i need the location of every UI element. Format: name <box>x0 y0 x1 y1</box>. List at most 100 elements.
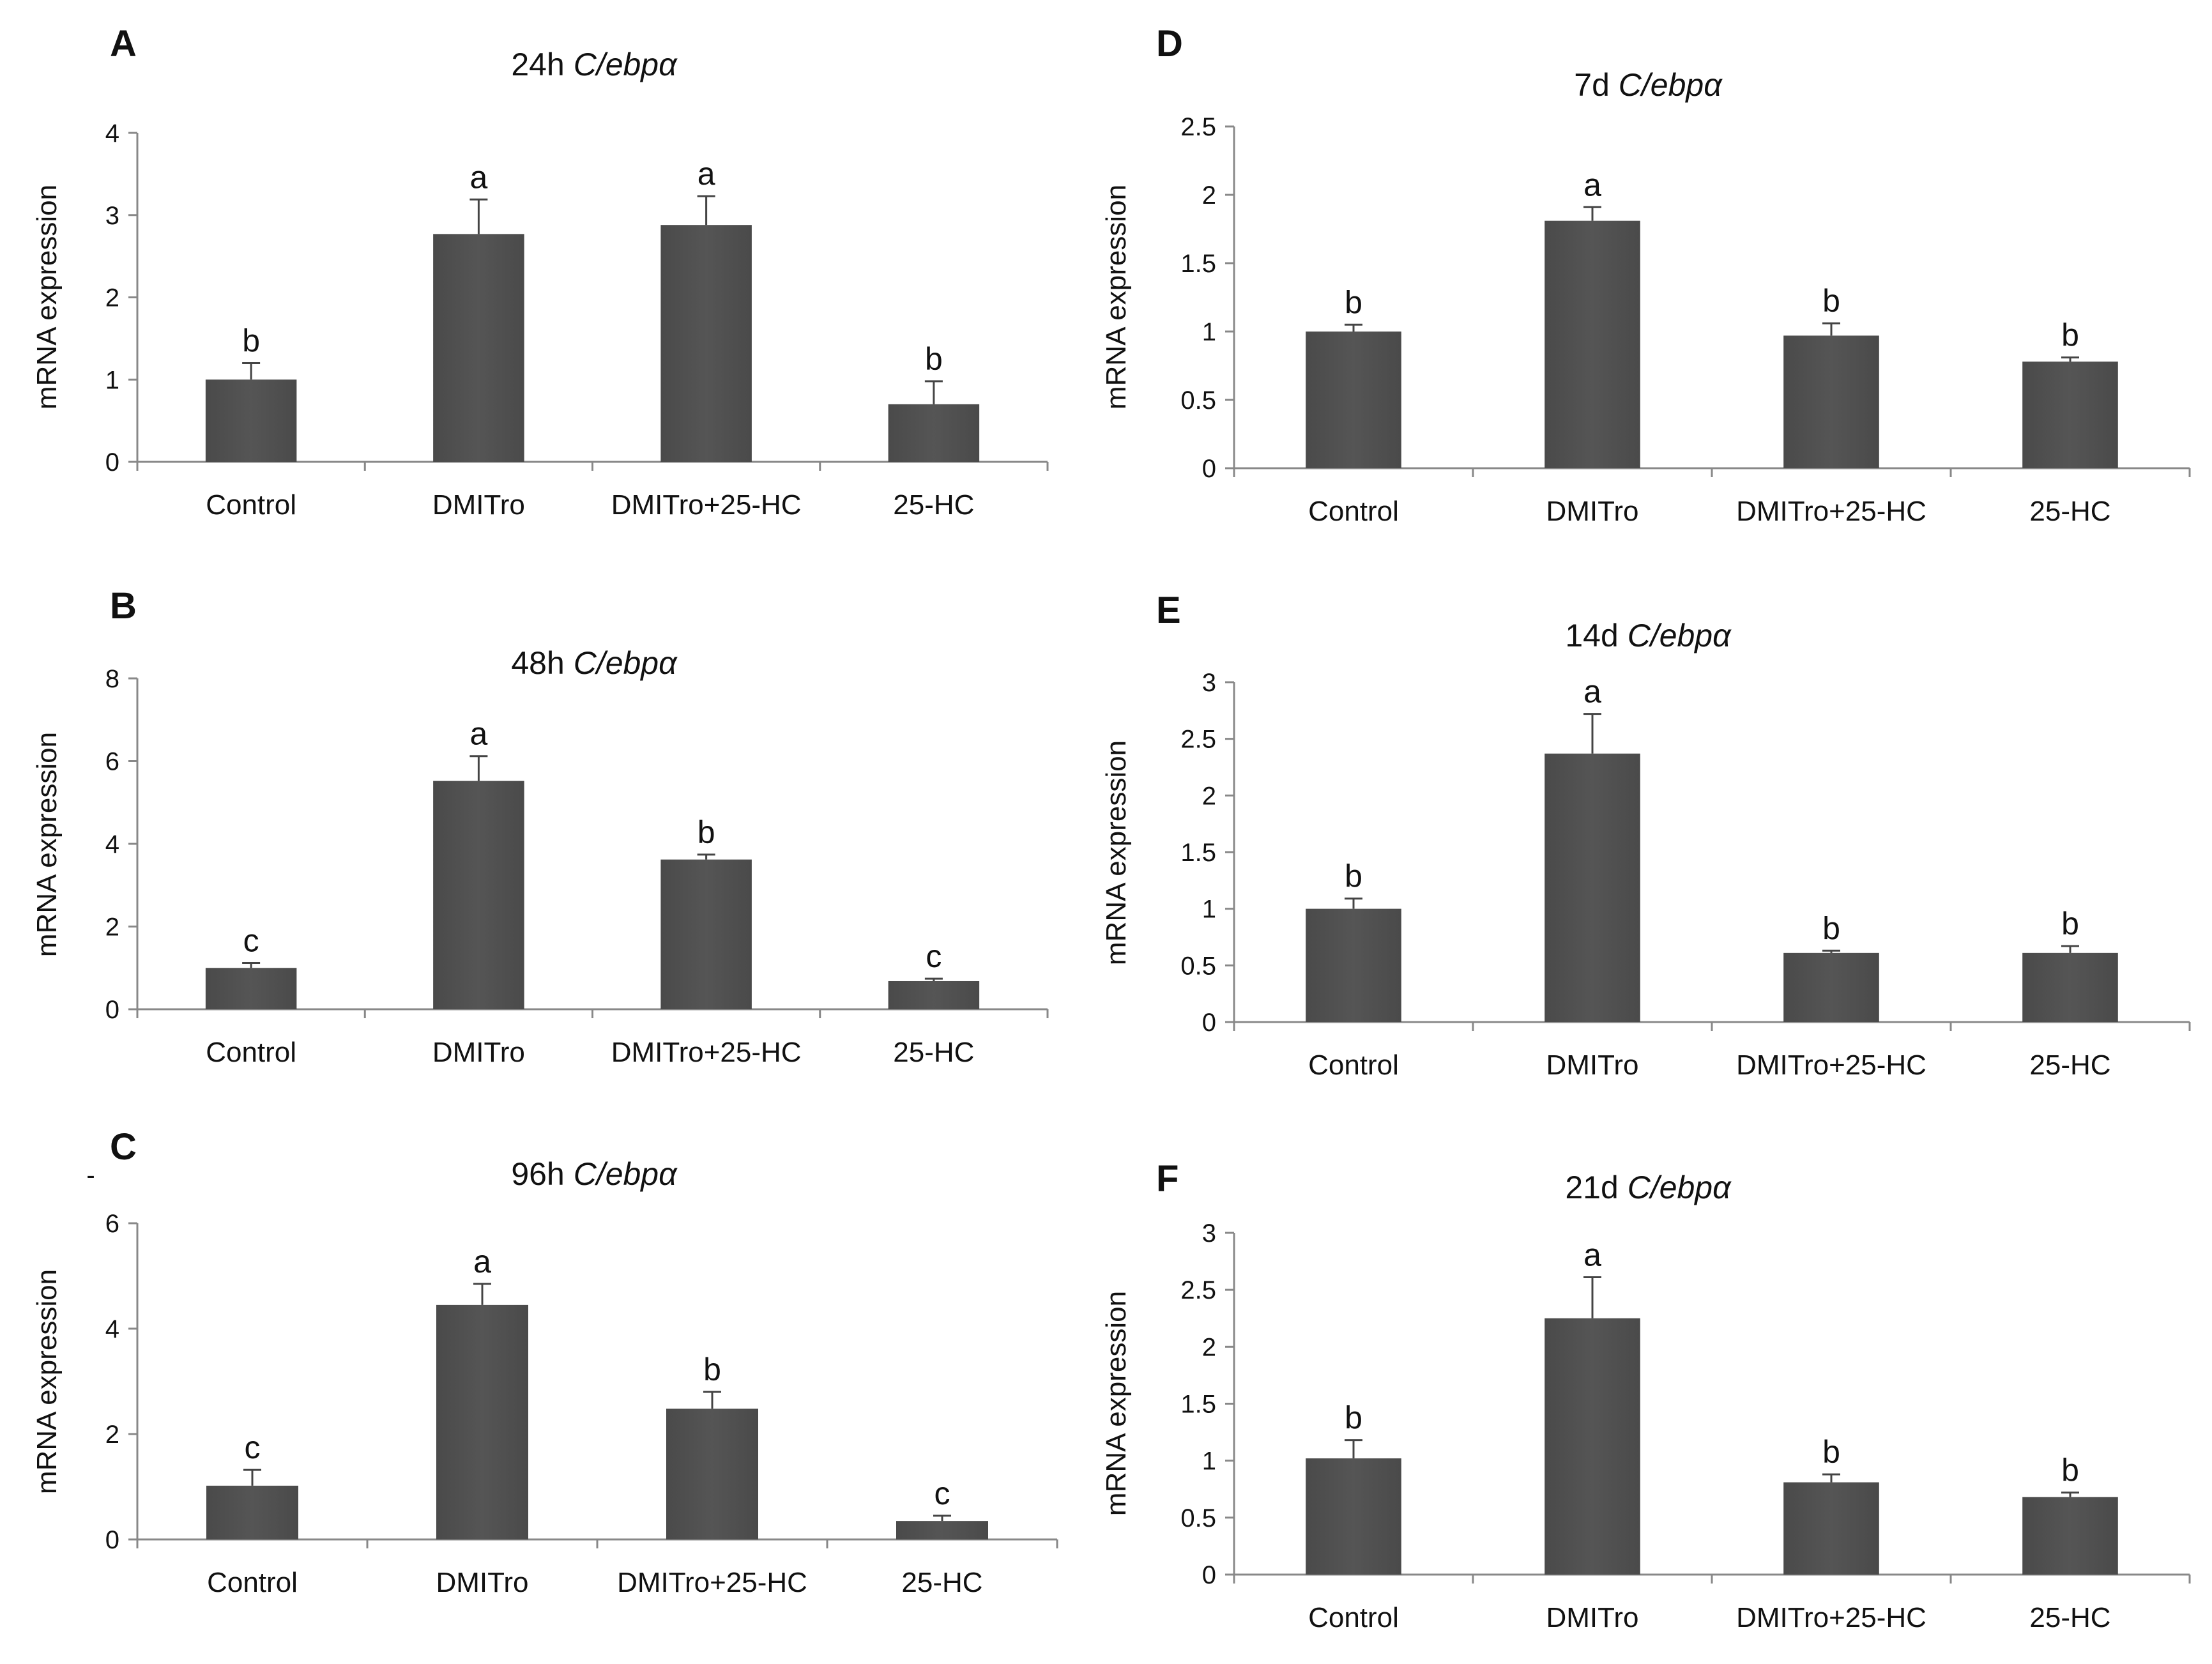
panel-b-sig-letter: b <box>698 814 715 850</box>
panel-c-bar <box>666 1408 758 1539</box>
panel-a-category-label: Control <box>206 489 296 521</box>
panel-c-error-bar <box>703 1391 721 1409</box>
panel-e-sig-letter: b <box>1822 910 1840 946</box>
panel-f-title-gene: C/ebpα <box>1628 1170 1732 1205</box>
panel-b-error-bar <box>697 853 715 860</box>
panel-c-ylabel: mRNA expression <box>31 1269 63 1494</box>
panel-f: F 21d C/ebpα mRNA expression 0 0.5 1 1.5 2 2.5 3 b… <box>1101 1158 2191 1633</box>
panel-d-ytick-label: 1 <box>1202 318 1216 346</box>
panel-b-category-label: DMITro+25-HC <box>611 1037 802 1068</box>
panel-d-bar <box>2022 362 2118 468</box>
panel-b: B 48h C/ebpα mRNA expression 0 2 4 6 8 c Control a… <box>31 585 1049 1068</box>
panel-b-sig-letter: a <box>469 716 487 752</box>
panel-f-category-label: 25-HC <box>2029 1602 2110 1633</box>
panel-e-title-time: 14d <box>1565 618 1627 653</box>
panel-e-category-label: 25-HC <box>2029 1050 2110 1081</box>
panel-a-ytick-label: 4 <box>105 119 119 148</box>
panel-d-category-label: DMITro+25-HC <box>1736 496 1926 527</box>
panel-a-title-time: 24h <box>511 47 573 82</box>
panel-b-category-label: 25-HC <box>893 1037 974 1068</box>
panel-b-error-bar <box>469 755 488 781</box>
panel-b-sig-letter: c <box>243 922 259 958</box>
panel-e-ytick-label: 3 <box>1202 669 1216 697</box>
panel-d-sig-letter: b <box>1822 283 1840 319</box>
panel-a-bar <box>433 234 524 462</box>
panel-d-category-label: 25-HC <box>2029 496 2110 527</box>
panel-b-bar <box>433 781 524 1009</box>
panel-c-error-bar <box>933 1515 951 1522</box>
panel-d-ytick-label: 2 <box>1202 181 1216 210</box>
panel-a-category-label: 25-HC <box>893 489 974 521</box>
panel-d-ytick-label: 1.5 <box>1180 250 1216 278</box>
panel-d-error-bar <box>1345 323 1362 332</box>
panel-b-letter: B <box>110 585 137 627</box>
panel-a: A 24h C/ebpα mRNA expression 0 1 2 3 4 b Control a… <box>31 23 1049 521</box>
panel-e-sig-letter: a <box>1583 674 1601 710</box>
panel-d-ytick-label: 2.5 <box>1180 113 1216 141</box>
panel-a-sig-letter: a <box>469 159 487 195</box>
panel-f-bar <box>2022 1497 2118 1575</box>
panel-e: E 14d C/ebpα mRNA expression 0 0.5 1 1.5 2 2.5 3 b… <box>1101 590 2191 1081</box>
panel-f-bar <box>1306 1458 1401 1575</box>
panel-f-ytick-label: 1.5 <box>1180 1391 1216 1419</box>
panel-c-ytick-label: 6 <box>105 1210 119 1238</box>
panel-a-bar <box>205 379 297 462</box>
panel-a-error-bar <box>242 362 261 380</box>
panel-e-category-label: DMITro <box>1546 1050 1638 1081</box>
panel-e-title-gene: C/ebpα <box>1628 618 1732 653</box>
panel-b-error-bar <box>924 977 943 981</box>
panel-b-ytick-label: 2 <box>105 913 119 942</box>
panel-f-ytick-label: 2.5 <box>1180 1276 1216 1304</box>
panel-c-category-label: Control <box>207 1567 298 1598</box>
panel-a-bar <box>660 225 752 462</box>
panel-b-ylabel: mRNA expression <box>31 732 63 957</box>
panel-c-category-label: 25-HC <box>901 1567 982 1598</box>
panel-f-letter: F <box>1156 1158 1178 1200</box>
panel-f-error-bar <box>1822 1473 1840 1483</box>
panel-b-ytick-label: 6 <box>105 748 119 776</box>
panel-a-letter: A <box>110 23 137 65</box>
panel-c-error-bar <box>243 1469 261 1486</box>
panel-b-category-label: Control <box>206 1037 296 1068</box>
panel-f-bar <box>1783 1482 1879 1575</box>
panel-f-error-bar <box>1345 1439 1362 1459</box>
panel-e-ylabel: mRNA expression <box>1101 740 1132 965</box>
panel-a-ytick-label: 1 <box>105 366 119 394</box>
panel-e-ytick-label: 0 <box>1202 1009 1216 1037</box>
panel-e-bar <box>1545 753 1640 1022</box>
panel-d-bar <box>1783 335 1879 468</box>
panel-e-ytick-label: 1.5 <box>1180 839 1216 867</box>
stray-mark: - <box>86 1161 95 1189</box>
panel-c-letter: C <box>110 1126 137 1168</box>
panel-d-category-label: Control <box>1308 496 1399 527</box>
panel-f-bar <box>1545 1318 1640 1575</box>
panel-f-sig-letter: b <box>1822 1434 1840 1470</box>
panel-a-title: 24h C/ebpα <box>511 47 678 82</box>
panel-a-category-label: DMITro+25-HC <box>611 489 802 521</box>
panel-b-category-label: DMITro <box>432 1037 525 1068</box>
panel-e-bar <box>1783 952 1879 1022</box>
panel-f-title-time: 21d <box>1565 1170 1627 1205</box>
panel-a-sig-letter: a <box>698 156 715 192</box>
panel-c-bar <box>896 1521 988 1539</box>
panel-e-category-label: Control <box>1308 1050 1399 1081</box>
panel-b-error-bar <box>242 961 261 968</box>
panel-e-sig-letter: b <box>1345 859 1362 894</box>
panel-f-title: 21d C/ebpα <box>1565 1170 1732 1205</box>
panel-d-sig-letter: b <box>2061 317 2079 353</box>
panel-d-sig-letter: b <box>1345 284 1362 320</box>
panel-f-sig-letter: b <box>1345 1400 1362 1436</box>
panel-f-ytick-label: 0.5 <box>1180 1504 1216 1532</box>
panel-a-sig-letter: b <box>925 341 943 377</box>
panel-a-ylabel: mRNA expression <box>31 185 63 409</box>
panel-e-ytick-label: 2.5 <box>1180 726 1216 754</box>
panel-c-ytick-label: 0 <box>105 1526 119 1554</box>
panel-b-bar <box>888 981 980 1009</box>
panel-c-bar <box>436 1304 528 1539</box>
panel-b-title-gene: C/ebpα <box>574 645 678 681</box>
panel-d-sig-letter: a <box>1583 167 1601 202</box>
panel-f-error-bar <box>1583 1276 1601 1318</box>
panel-a-category-label: DMITro <box>432 489 525 521</box>
panel-e-error-bar <box>1822 949 1840 953</box>
panel-e-title: 14d C/ebpα <box>1565 618 1732 653</box>
